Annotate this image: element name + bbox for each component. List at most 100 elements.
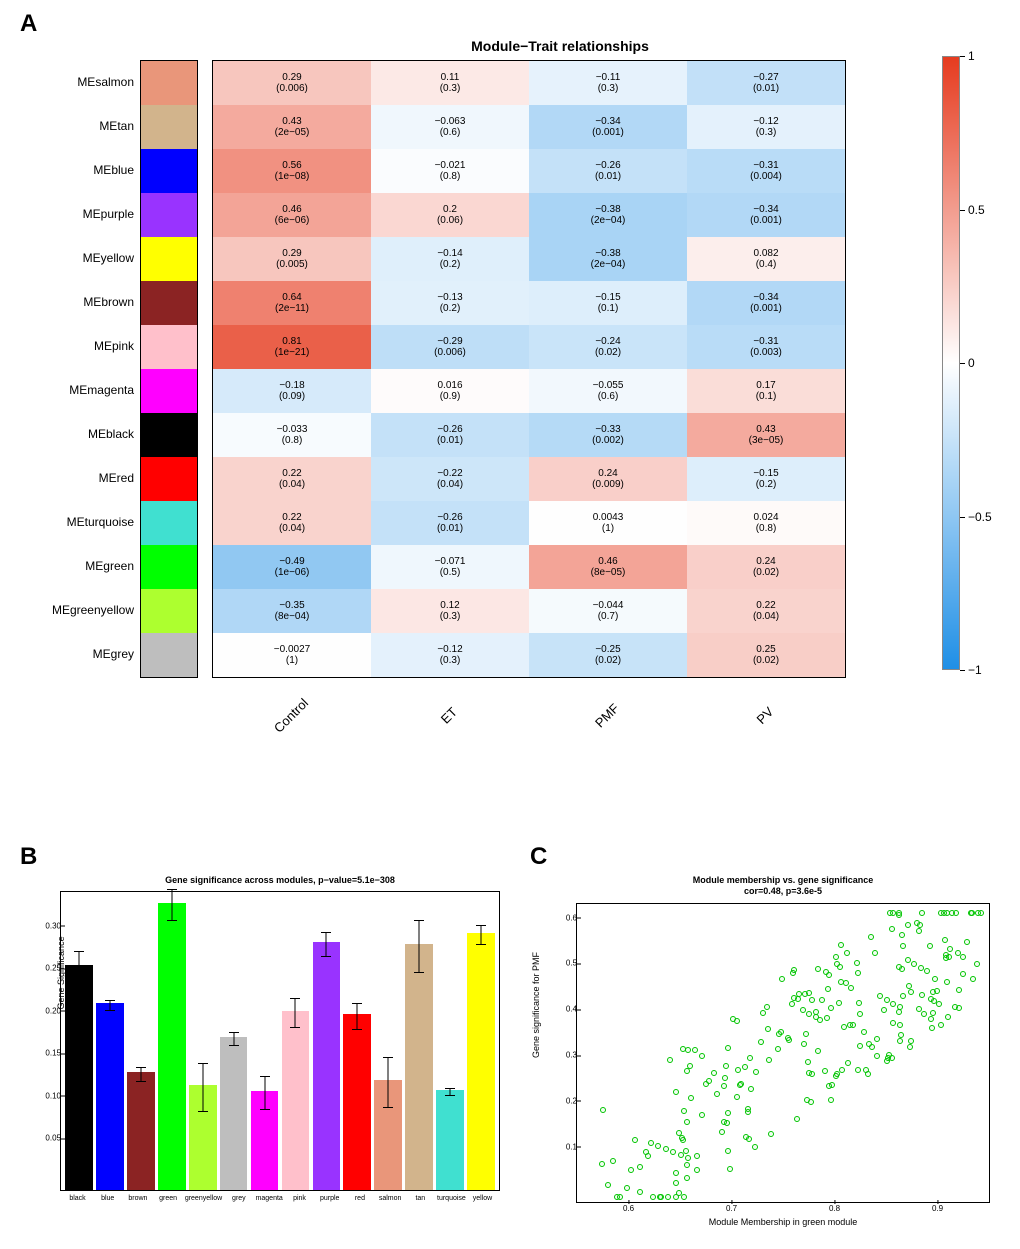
scatter-point — [632, 1137, 638, 1143]
scatter-point — [938, 1022, 944, 1028]
bar-wrap — [96, 892, 124, 1190]
scatter-point — [766, 1057, 772, 1063]
row-label: MEblack — [20, 412, 140, 456]
scatter-point — [900, 943, 906, 949]
scatter-point — [684, 1162, 690, 1168]
scatter-point — [945, 1014, 951, 1020]
colorbar-tick: 0.5 — [968, 203, 985, 217]
ytick: 0.20 — [45, 1006, 61, 1015]
scatter-point — [838, 942, 844, 948]
scatter-point — [678, 1152, 684, 1158]
scatter-point — [711, 1070, 717, 1076]
bar-wrap — [251, 892, 279, 1190]
scatter-point — [722, 1075, 728, 1081]
scatter-point — [974, 961, 980, 967]
scatter-point — [905, 957, 911, 963]
colorbar-tick: 1 — [968, 49, 975, 63]
scatter-point — [624, 1185, 630, 1191]
scatter-point — [804, 1097, 810, 1103]
heatmap-cell: −0.033(0.8) — [213, 413, 371, 457]
scatter-point — [714, 1091, 720, 1097]
scatter-point — [865, 1071, 871, 1077]
bar-xlabel: red — [346, 1191, 373, 1202]
scatter-point — [874, 1053, 880, 1059]
heatmap-cell: 0.46(6e−06) — [213, 193, 371, 237]
scatter-point — [877, 993, 883, 999]
row-color-swatch — [141, 501, 197, 545]
scatter-point — [673, 1089, 679, 1095]
bar-xlabel: salmon — [377, 1191, 404, 1202]
bar-wrap — [343, 892, 371, 1190]
bar-wrap — [405, 892, 433, 1190]
scatter-point — [746, 1136, 752, 1142]
scatter-point — [663, 1146, 669, 1152]
heatmap-row-colors — [140, 60, 198, 678]
scatter-point — [919, 910, 925, 916]
scatter-point — [969, 910, 975, 916]
scatter-point — [841, 1024, 847, 1030]
scatter-point — [725, 1045, 731, 1051]
scatter-point — [900, 993, 906, 999]
scatter-point — [734, 1018, 740, 1024]
ytick: 0.25 — [45, 964, 61, 973]
scatter-point — [752, 1144, 758, 1150]
colorbar-tick: −1 — [968, 663, 982, 677]
bar-xlabel: grey — [225, 1191, 252, 1202]
heatmap-cell: 0.56(1e−08) — [213, 149, 371, 193]
scatter-point — [928, 1016, 934, 1022]
scatter-point — [742, 1064, 748, 1070]
scatter-point — [806, 1011, 812, 1017]
row-label: MEpurple — [20, 192, 140, 236]
scatter-point — [699, 1112, 705, 1118]
scatter-point — [964, 939, 970, 945]
scatter-point — [806, 1070, 812, 1076]
colorbar: 10.50−0.5−1 — [942, 56, 1006, 670]
scatter-point — [694, 1153, 700, 1159]
scatter-point — [735, 1067, 741, 1073]
scatter-point — [725, 1148, 731, 1154]
bar-xlabel: brown — [124, 1191, 151, 1202]
scatter-point — [890, 1020, 896, 1026]
scatter-point — [819, 997, 825, 1003]
heatmap-cell: −0.29(0.006) — [371, 325, 529, 369]
bar-wrap — [436, 892, 464, 1190]
bar-wrap — [282, 892, 310, 1190]
scatter-point — [952, 1004, 958, 1010]
heatmap-cell: −0.055(0.6) — [529, 369, 687, 413]
scatter-point — [848, 985, 854, 991]
scatter-point — [600, 1107, 606, 1113]
scatter-point — [960, 971, 966, 977]
scatter-point — [637, 1164, 643, 1170]
scatter-point — [610, 1158, 616, 1164]
scatter-point — [760, 1010, 766, 1016]
scatter-point — [970, 976, 976, 982]
scatter-point — [960, 954, 966, 960]
bar — [405, 944, 433, 1190]
scatter-point — [896, 912, 902, 918]
scatter-point — [868, 934, 874, 940]
bar-xlabel: magenta — [256, 1191, 283, 1202]
heatmap-cell: 0.25(0.02) — [687, 633, 845, 677]
scatter-point — [706, 1078, 712, 1084]
scatter-point — [884, 1058, 890, 1064]
row-label: MEyellow — [20, 236, 140, 280]
ytick: 0.30 — [45, 921, 61, 930]
heatmap-cell: −0.31(0.004) — [687, 149, 845, 193]
scatter-point — [699, 1053, 705, 1059]
panel-b-label: B — [20, 843, 500, 871]
row-label: MEgreen — [20, 544, 140, 588]
scatter-point — [727, 1166, 733, 1172]
row-label: MEturquoise — [20, 500, 140, 544]
scatter-point — [800, 1007, 806, 1013]
ytick: 0.05 — [45, 1134, 61, 1143]
scatter-point — [944, 979, 950, 985]
panel-b: B Gene significance across modules, p−va… — [20, 843, 500, 1227]
scatter-point — [854, 960, 860, 966]
panel-b-title: Gene significance across modules, p−valu… — [60, 875, 500, 885]
heatmap-cell: −0.31(0.003) — [687, 325, 845, 369]
scatter-point — [719, 1129, 725, 1135]
heatmap-cell: 0.2(0.06) — [371, 193, 529, 237]
heatmap-cell: 0.29(0.006) — [213, 61, 371, 105]
heatmap-cell: −0.24(0.02) — [529, 325, 687, 369]
ytick: 0.3 — [566, 1051, 577, 1060]
